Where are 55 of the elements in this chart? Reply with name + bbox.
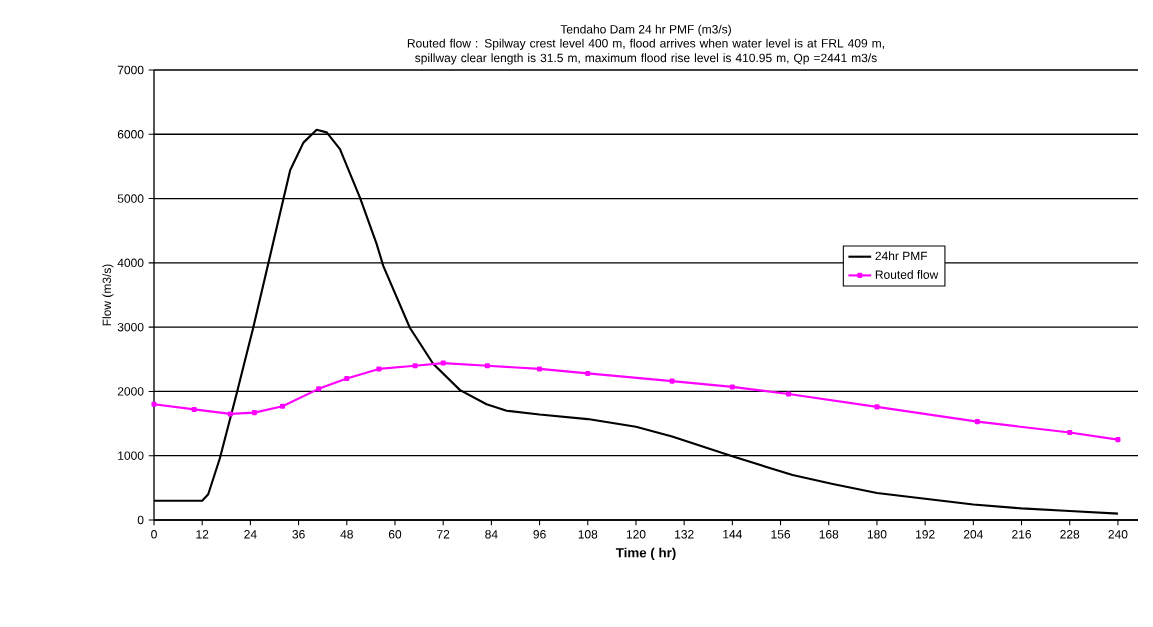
- x-tick-label: 108: [578, 530, 598, 539]
- point: [376, 366, 382, 372]
- point: [974, 419, 980, 425]
- y-tick-label: 5000: [117, 194, 144, 203]
- y-tick-label: 6000: [117, 130, 144, 139]
- chart-title: Tendaho Dam 24 hr PMF (m3/s): [560, 24, 731, 36]
- point: [344, 376, 350, 382]
- x-tick-label: 132: [675, 530, 694, 539]
- point: [669, 378, 675, 384]
- y-tick-label: 7000: [117, 65, 144, 75]
- y-tick-label: 2000: [117, 387, 144, 396]
- point: [227, 411, 233, 417]
- y-tick-label: 4000: [117, 258, 144, 268]
- x-tick-label: 60: [388, 530, 402, 539]
- x-tick-label: 216: [1012, 530, 1032, 539]
- y-tick-label: 0: [137, 515, 144, 525]
- point: [316, 386, 322, 392]
- x-tick-label: 24: [244, 530, 257, 539]
- x-tick-label: 36: [292, 530, 305, 539]
- x-tick-label: 180: [867, 530, 887, 539]
- point: [537, 366, 543, 372]
- point: [1115, 437, 1121, 443]
- x-tick-label: 240: [1108, 530, 1128, 539]
- point: [151, 401, 157, 407]
- x-tick-label: 120: [626, 530, 646, 539]
- x-tick-label: 228: [1060, 530, 1080, 539]
- x-tick-label: 12: [196, 530, 209, 539]
- x-tick-label: 84: [485, 530, 498, 539]
- x-tick-label: 168: [819, 530, 839, 539]
- point: [484, 363, 490, 369]
- point: [1067, 430, 1073, 436]
- point: [729, 384, 735, 390]
- x-tick-label: 204: [963, 530, 983, 539]
- legend-label: 24hr PMF: [875, 251, 928, 261]
- x-tick-label: 192: [916, 530, 935, 539]
- point: [280, 403, 286, 409]
- x-tick-label: 72: [437, 530, 450, 539]
- x-axis-title: Time ( hr): [615, 547, 676, 561]
- y-tick-label: 1000: [118, 451, 144, 460]
- point: [440, 360, 446, 366]
- y-axis-title: Flow (m3/s): [102, 264, 114, 326]
- point: [251, 410, 257, 416]
- chart-subtitle: Routed flow : Spilway crest level 400 m, flood arrives when water level is at FRL 409 m, spillway clear length is 31.5 m, maximum flood rise level is 410.95 m, Qp =2441 m3/s: [407, 38, 884, 65]
- x-tick-label: 156: [771, 530, 791, 539]
- point: [786, 391, 792, 397]
- point: [874, 404, 880, 410]
- x-tick-label: 144: [723, 530, 742, 539]
- legend-label: Routed flow: [875, 270, 939, 279]
- point: [412, 363, 418, 369]
- point: [585, 370, 591, 376]
- x-tick-label: 0: [151, 530, 157, 539]
- y-tick-label: 3000: [117, 322, 144, 332]
- point: [191, 406, 197, 412]
- x-tick-label: 96: [533, 530, 546, 539]
- x-tick-label: 48: [340, 530, 353, 539]
